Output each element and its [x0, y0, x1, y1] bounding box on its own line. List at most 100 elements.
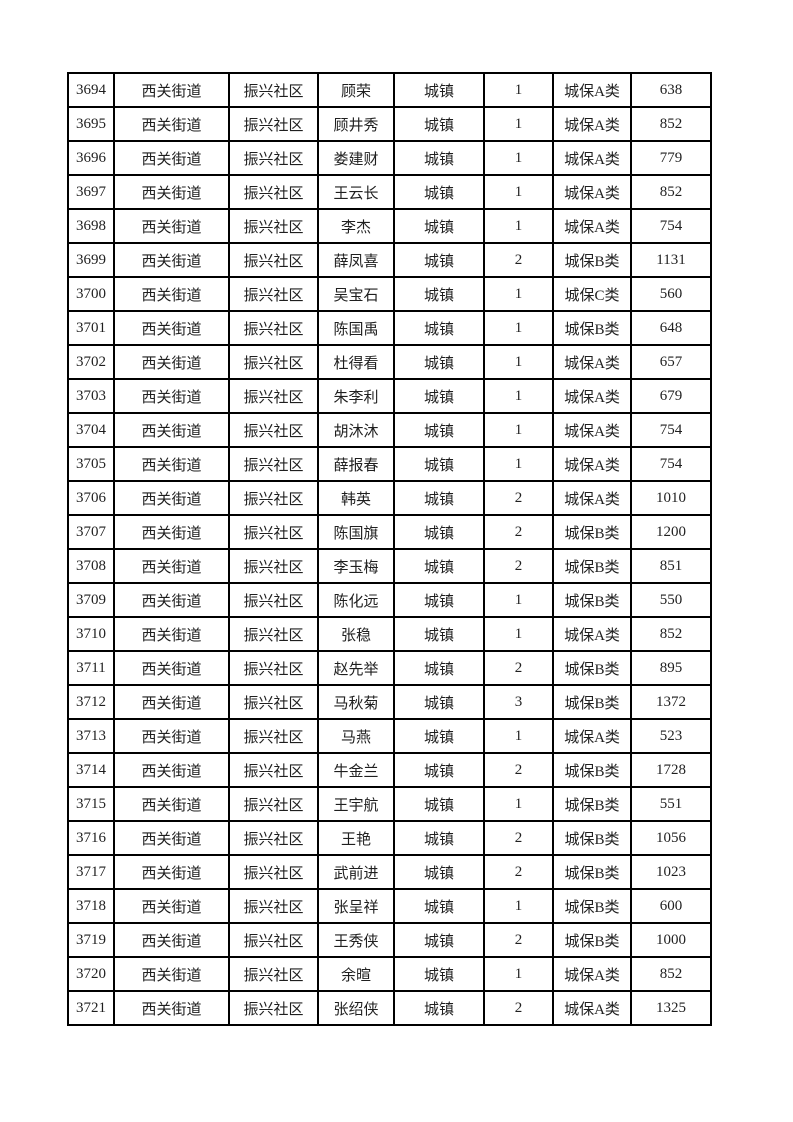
table-row: 3699 西关街道 振兴社区 薛凤喜 城镇 2 城保B类 1131: [67, 242, 712, 278]
cell-serial-number: 3703: [67, 378, 115, 414]
cell-person-count: 1: [483, 888, 554, 924]
cell-name: 李玉梅: [317, 548, 395, 584]
cell-household-type: 城镇: [393, 412, 485, 448]
cell-community: 振兴社区: [228, 718, 319, 754]
table-row: 3697 西关街道 振兴社区 王云长 城镇 1 城保A类 852: [67, 174, 712, 210]
cell-serial-number: 3720: [67, 956, 115, 992]
cell-serial-number: 3719: [67, 922, 115, 958]
cell-serial-number: 3709: [67, 582, 115, 618]
cell-person-count: 1: [483, 786, 554, 822]
cell-amount: 657: [630, 344, 712, 380]
cell-amount: 1200: [630, 514, 712, 550]
cell-household-type: 城镇: [393, 582, 485, 618]
cell-serial-number: 3698: [67, 208, 115, 244]
cell-household-type: 城镇: [393, 310, 485, 346]
cell-amount: 851: [630, 548, 712, 584]
cell-amount: 550: [630, 582, 712, 618]
table-row: 3717 西关街道 振兴社区 武前进 城镇 2 城保B类 1023: [67, 854, 712, 890]
cell-household-type: 城镇: [393, 242, 485, 278]
cell-serial-number: 3700: [67, 276, 115, 312]
cell-name: 陈国旗: [317, 514, 395, 550]
cell-household-type: 城镇: [393, 990, 485, 1026]
cell-name: 陈国禹: [317, 310, 395, 346]
table-body: 3694 西关街道 振兴社区 顾荣 城镇 1 城保A类 638 3695 西关街道 振兴社区 顾井秀城…: [67, 72, 712, 1026]
cell-household-type: 城镇: [393, 72, 485, 108]
cell-name: 薛报春: [317, 446, 395, 482]
cell-community: 振兴社区: [228, 412, 319, 448]
cell-name: 王云长: [317, 174, 395, 210]
cell-community: 振兴社区: [228, 446, 319, 482]
cell-name: 朱李利: [317, 378, 395, 414]
cell-street: 西关街道: [113, 514, 230, 550]
cell-household-type: 城镇: [393, 888, 485, 924]
cell-community: 振兴社区: [228, 242, 319, 278]
cell-name: 张呈祥: [317, 888, 395, 924]
cell-serial-number: 3721: [67, 990, 115, 1026]
cell-household-type: 城镇: [393, 106, 485, 142]
cell-street: 西关街道: [113, 480, 230, 516]
cell-name: 李杰: [317, 208, 395, 244]
cell-household-type: 城镇: [393, 854, 485, 890]
cell-household-type: 城镇: [393, 684, 485, 720]
cell-name: 余暄: [317, 956, 395, 992]
cell-benefit-category: 城保A类: [552, 718, 632, 754]
table-row: 3713 西关街道 振兴社区 马燕 城镇 1 城保A类 523: [67, 718, 712, 754]
cell-household-type: 城镇: [393, 718, 485, 754]
table-row: 3720 西关街道 振兴社区 余暄 城镇 1 城保A类 852: [67, 956, 712, 992]
cell-amount: 1131: [630, 242, 712, 278]
cell-benefit-category: 城保B类: [552, 854, 632, 890]
cell-name: 王宇航: [317, 786, 395, 822]
cell-person-count: 2: [483, 242, 554, 278]
cell-amount: 679: [630, 378, 712, 414]
cell-person-count: 2: [483, 650, 554, 686]
cell-household-type: 城镇: [393, 344, 485, 380]
cell-community: 振兴社区: [228, 854, 319, 890]
cell-name: 张绍侠: [317, 990, 395, 1026]
cell-name: 赵先举: [317, 650, 395, 686]
cell-serial-number: 3712: [67, 684, 115, 720]
cell-person-count: 1: [483, 140, 554, 176]
table-row: 3707 西关街道 振兴社区 陈国旗 城镇 2 城保B类 1200: [67, 514, 712, 550]
cell-benefit-category: 城保B类: [552, 888, 632, 924]
cell-benefit-category: 城保B类: [552, 650, 632, 686]
cell-benefit-category: 城保A类: [552, 956, 632, 992]
cell-serial-number: 3699: [67, 242, 115, 278]
cell-amount: 852: [630, 106, 712, 142]
table-row: 3715 西关街道 振兴社区 王宇航 城镇 1 城保B类 551: [67, 786, 712, 822]
cell-amount: 754: [630, 446, 712, 482]
cell-household-type: 城镇: [393, 514, 485, 550]
cell-benefit-category: 城保B类: [552, 752, 632, 788]
cell-name: 薛凤喜: [317, 242, 395, 278]
cell-person-count: 2: [483, 990, 554, 1026]
cell-household-type: 城镇: [393, 650, 485, 686]
cell-serial-number: 3704: [67, 412, 115, 448]
cell-benefit-category: 城保A类: [552, 378, 632, 414]
cell-benefit-category: 城保B类: [552, 582, 632, 618]
cell-street: 西关街道: [113, 786, 230, 822]
cell-community: 振兴社区: [228, 684, 319, 720]
cell-street: 西关街道: [113, 820, 230, 856]
cell-community: 振兴社区: [228, 208, 319, 244]
cell-community: 振兴社区: [228, 922, 319, 958]
cell-benefit-category: 城保A类: [552, 140, 632, 176]
cell-street: 西关街道: [113, 344, 230, 380]
cell-street: 西关街道: [113, 616, 230, 652]
cell-street: 西关街道: [113, 276, 230, 312]
cell-household-type: 城镇: [393, 752, 485, 788]
table-row: 3706 西关街道 振兴社区 韩英 城镇 2 城保A类 1010: [67, 480, 712, 516]
cell-benefit-category: 城保A类: [552, 446, 632, 482]
table-row: 3712 西关街道 振兴社区 马秋菊 城镇 3 城保B类 1372: [67, 684, 712, 720]
cell-name: 牛金兰: [317, 752, 395, 788]
cell-name: 张稳: [317, 616, 395, 652]
table-row: 3714 西关街道 振兴社区 牛金兰 城镇 2 城保B类 1728: [67, 752, 712, 788]
cell-community: 振兴社区: [228, 72, 319, 108]
cell-household-type: 城镇: [393, 786, 485, 822]
cell-street: 西关街道: [113, 582, 230, 618]
cell-community: 振兴社区: [228, 174, 319, 210]
cell-amount: 1010: [630, 480, 712, 516]
cell-person-count: 2: [483, 922, 554, 958]
cell-amount: 638: [630, 72, 712, 108]
cell-amount: 1728: [630, 752, 712, 788]
cell-serial-number: 3706: [67, 480, 115, 516]
cell-street: 西关街道: [113, 684, 230, 720]
